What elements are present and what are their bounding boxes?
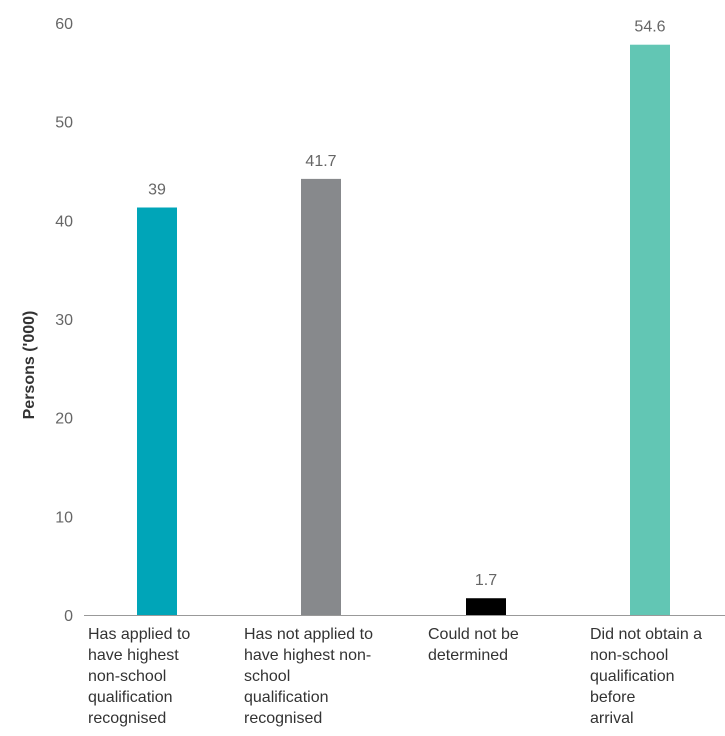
category-label-line: have highest non- <box>244 647 371 664</box>
category-label-line: recognised <box>244 710 322 727</box>
bar-value-label: 41.7 <box>305 153 336 170</box>
y-tick-label: 0 <box>64 608 73 625</box>
y-tick-label: 50 <box>55 115 73 132</box>
category-label-line: before <box>590 689 635 706</box>
y-tick-label: 10 <box>55 509 73 526</box>
category-label-line: qualification <box>244 689 329 706</box>
category-label-line: determined <box>428 647 508 664</box>
value-labels: 39 41.7 1.7 54.6 <box>148 19 666 590</box>
category-label: Could not be determined <box>428 626 519 664</box>
y-tick-label: 20 <box>55 411 73 428</box>
category-label-line: Could not be <box>428 626 519 643</box>
category-label-line: Did not obtain a <box>590 626 702 643</box>
category-label: Has not applied to have highest non-schoo… <box>244 626 373 727</box>
bar <box>301 178 341 616</box>
y-tick-label: 60 <box>55 16 73 33</box>
bar-value-label: 54.6 <box>634 19 665 36</box>
bar <box>137 207 177 616</box>
category-label-line: qualification <box>88 689 173 706</box>
category-label-line: school <box>244 668 290 685</box>
category-label-line: Has not applied to <box>244 626 373 643</box>
y-axis-ticks: 0 10 20 30 40 50 60 <box>55 16 73 625</box>
category-label-line: qualification <box>590 668 675 685</box>
category-labels: Has applied to have highest non-school qual… <box>88 626 702 727</box>
category-label-line: have highest <box>88 647 179 664</box>
bar <box>630 44 670 615</box>
category-label-line: non-school <box>590 647 668 664</box>
category-label: Did not obtain a non-school qualification b… <box>590 626 702 727</box>
bar <box>466 598 506 615</box>
y-tick-label: 40 <box>55 213 73 230</box>
bar-value-label: 39 <box>148 182 166 199</box>
y-tick-label: 30 <box>55 312 73 329</box>
bars <box>137 44 670 616</box>
category-label-line: recognised <box>88 710 166 727</box>
category-label: Has applied to have highest non-school qual… <box>88 626 190 727</box>
y-axis-title: Persons ('000) <box>21 311 38 420</box>
category-label-line: Has applied to <box>88 626 190 643</box>
category-label-line: arrival <box>590 710 634 727</box>
bar-value-label: 1.7 <box>475 572 497 589</box>
category-label-line: non-school <box>88 668 166 685</box>
